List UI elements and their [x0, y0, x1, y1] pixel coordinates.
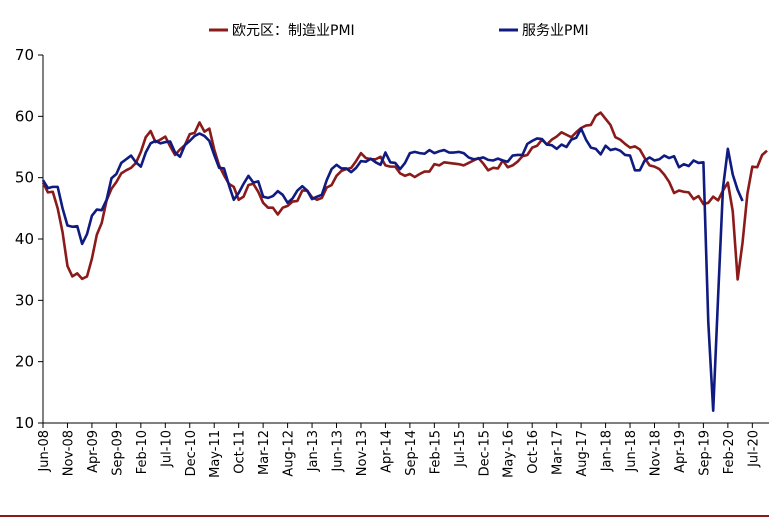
x-tick-label: Dec-15 [477, 430, 492, 476]
x-tick-label: Mar-17 [551, 430, 566, 475]
y-tick-label: 30 [15, 291, 34, 309]
x-tick-label: Jun-08 [37, 430, 52, 473]
x-tick-label: Aug-12 [282, 430, 297, 477]
x-tick-label: Sep-09 [110, 430, 125, 476]
x-tick-label: Apr-09 [86, 430, 101, 473]
y-axis: 10 20 30 40 50 60 70 [15, 46, 43, 432]
x-tick-label: Jan-18 [600, 430, 615, 472]
y-tick-label: 70 [15, 46, 34, 64]
x-tick-label: May-11 [208, 430, 223, 478]
x-tick-label: Jan-13 [306, 430, 321, 472]
legend-label-manufacturing: 欧元区：制造业PMI [232, 23, 355, 39]
x-axis: Jun-08 Nov-08 Apr-09 Sep-09 Feb-10 Jul-10 Dec-… [37, 423, 761, 478]
x-tick-label: Sep-19 [697, 430, 712, 476]
x-tick-label: Dec-10 [184, 430, 199, 476]
x-tick-label: Oct-16 [526, 430, 541, 474]
x-tick-label: Jun-13 [331, 430, 346, 473]
x-tick-label: Feb-15 [428, 430, 443, 474]
x-tick-label: May-16 [502, 430, 517, 478]
x-tick-label: Feb-20 [722, 430, 737, 474]
series-line-manufacturing-pmi [41, 111, 768, 281]
series-line-services-pmi [41, 127, 744, 413]
legend-label-services: 服务业PMI [522, 23, 589, 39]
x-tick-label: Nov-18 [648, 430, 663, 476]
x-tick-label: Nov-13 [355, 430, 370, 476]
x-tick-label: Jun-18 [624, 430, 639, 473]
legend: 欧元区：制造业PMI 服务业PMI [209, 23, 589, 39]
x-tick-label: Mar-12 [257, 430, 272, 475]
y-tick-label: 50 [15, 169, 34, 187]
x-tick-label: Nov-08 [61, 430, 76, 476]
y-tick-label: 20 [15, 353, 34, 371]
x-tick-label: Apr-19 [673, 430, 688, 473]
x-tick-label: Apr-14 [379, 430, 394, 473]
x-tick-label: Oct-11 [233, 430, 248, 474]
y-tick-label: 40 [15, 230, 34, 248]
x-tick-label: Sep-14 [404, 430, 419, 476]
y-tick-label: 60 [15, 107, 34, 125]
x-tick-label: Jul-20 [746, 430, 761, 468]
x-tick-label: Feb-10 [135, 430, 150, 474]
x-tick-label: Jul-15 [453, 430, 468, 468]
y-tick-label: 10 [15, 414, 34, 432]
series-group [41, 111, 768, 413]
x-tick-label: Aug-17 [575, 430, 590, 477]
x-tick-label: Jul-10 [159, 430, 174, 468]
